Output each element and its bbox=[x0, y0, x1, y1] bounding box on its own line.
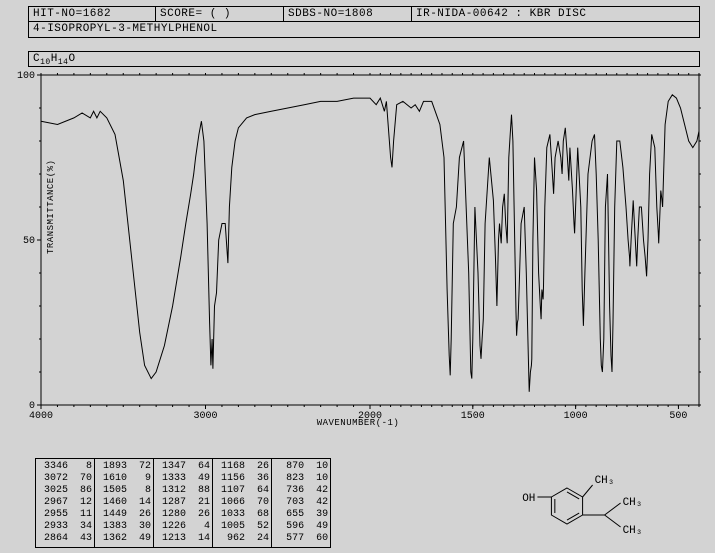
peak-entry: 1066 70 bbox=[215, 497, 269, 509]
y-axis-label: TRANSMITTANCE(%) bbox=[46, 159, 56, 253]
peak-column: 3346 8 3072 70 3025 86 2967 12 2955 11 2… bbox=[36, 459, 95, 547]
peak-entry: 1505 8 bbox=[97, 485, 151, 497]
peak-entry: 2933 34 bbox=[38, 521, 92, 533]
peak-entry: 577 60 bbox=[274, 533, 328, 545]
peak-entry: 1156 36 bbox=[215, 473, 269, 485]
peak-entry: 1347 64 bbox=[156, 461, 210, 473]
peak-entry: 1107 64 bbox=[215, 485, 269, 497]
svg-text:4000: 4000 bbox=[29, 411, 53, 422]
x-axis-label: WAVENUMBER(-1) bbox=[317, 418, 400, 428]
peak-entry: 1312 88 bbox=[156, 485, 210, 497]
formula-h: H bbox=[51, 53, 58, 65]
formula-c-n: 10 bbox=[40, 58, 51, 67]
peak-entry: 1005 52 bbox=[215, 521, 269, 533]
peak-entry: 1362 49 bbox=[97, 533, 151, 545]
svg-text:50: 50 bbox=[23, 236, 35, 247]
peak-entry: 703 42 bbox=[274, 497, 328, 509]
peak-table: 3346 8 3072 70 3025 86 2967 12 2955 11 2… bbox=[35, 458, 331, 548]
svg-text:CH₃: CH₃ bbox=[623, 525, 643, 537]
formula-o: O bbox=[68, 53, 75, 65]
molecular-structure: OH CH₃ CH₃ CH₃ bbox=[505, 458, 685, 543]
peak-entry: 3346 8 bbox=[38, 461, 92, 473]
peak-entry: 3025 86 bbox=[38, 485, 92, 497]
sdbs-no-cell: SDBS-NO=1808 bbox=[284, 6, 412, 22]
peak-entry: 1280 26 bbox=[156, 509, 210, 521]
peak-entry: 1226 4 bbox=[156, 521, 210, 533]
peak-entry: 1893 72 bbox=[97, 461, 151, 473]
ir-spectrum-chart: TRANSMITTANCE(%) 05010040003000200015001… bbox=[8, 71, 708, 426]
peak-entry: 1213 14 bbox=[156, 533, 210, 545]
svg-text:CH₃: CH₃ bbox=[623, 497, 643, 509]
peak-entry: 1333 49 bbox=[156, 473, 210, 485]
svg-text:1000: 1000 bbox=[564, 411, 588, 422]
score-cell: SCORE= ( ) bbox=[156, 6, 284, 22]
svg-text:CH₃: CH₃ bbox=[595, 475, 615, 487]
svg-text:100: 100 bbox=[17, 71, 35, 82]
peak-entry: 1449 26 bbox=[97, 509, 151, 521]
peak-column: 870 10 823 10 736 42 703 42 655 39 596 4… bbox=[272, 459, 330, 547]
peak-column: 1168 26 1156 36 1107 64 1066 70 1033 68 … bbox=[213, 459, 272, 547]
formula-h-n: 14 bbox=[58, 58, 69, 67]
peak-entry: 596 49 bbox=[274, 521, 328, 533]
header-row: HIT-NO=1682 SCORE= ( ) SDBS-NO=1808 IR-N… bbox=[28, 6, 700, 22]
peak-entry: 962 24 bbox=[215, 533, 269, 545]
peak-entry: 1033 68 bbox=[215, 509, 269, 521]
svg-text:500: 500 bbox=[669, 411, 687, 422]
peak-entry: 655 39 bbox=[274, 509, 328, 521]
compound-name: 4-ISOPROPYL-3-METHYLPHENOL bbox=[28, 22, 700, 38]
spectrum-svg: 05010040003000200015001000500 bbox=[8, 71, 708, 423]
peak-entry: 2955 11 bbox=[38, 509, 92, 521]
peak-entry: 3072 70 bbox=[38, 473, 92, 485]
peak-entry: 1383 30 bbox=[97, 521, 151, 533]
peak-entry: 2967 12 bbox=[38, 497, 92, 509]
peak-entry: 1287 21 bbox=[156, 497, 210, 509]
svg-text:OH: OH bbox=[522, 493, 535, 505]
peak-column: 1893 72 1610 9 1505 8 1460 14 1449 26 13… bbox=[95, 459, 154, 547]
peak-entry: 870 10 bbox=[274, 461, 328, 473]
peak-entry: 736 42 bbox=[274, 485, 328, 497]
peak-entry: 1168 26 bbox=[215, 461, 269, 473]
peak-entry: 2864 43 bbox=[38, 533, 92, 545]
peak-entry: 1610 9 bbox=[97, 473, 151, 485]
svg-text:3000: 3000 bbox=[193, 411, 217, 422]
svg-text:1500: 1500 bbox=[461, 411, 485, 422]
molecule-svg: OH CH₃ CH₃ CH₃ bbox=[505, 458, 685, 543]
peak-entry: 823 10 bbox=[274, 473, 328, 485]
peak-column: 1347 64 1333 49 1312 88 1287 21 1280 26 … bbox=[154, 459, 213, 547]
molecular-formula: C10H14O bbox=[28, 51, 700, 67]
peak-entry: 1460 14 bbox=[97, 497, 151, 509]
hit-no-cell: HIT-NO=1682 bbox=[28, 6, 156, 22]
method-cell: IR-NIDA-00642 : KBR DISC bbox=[412, 6, 700, 22]
